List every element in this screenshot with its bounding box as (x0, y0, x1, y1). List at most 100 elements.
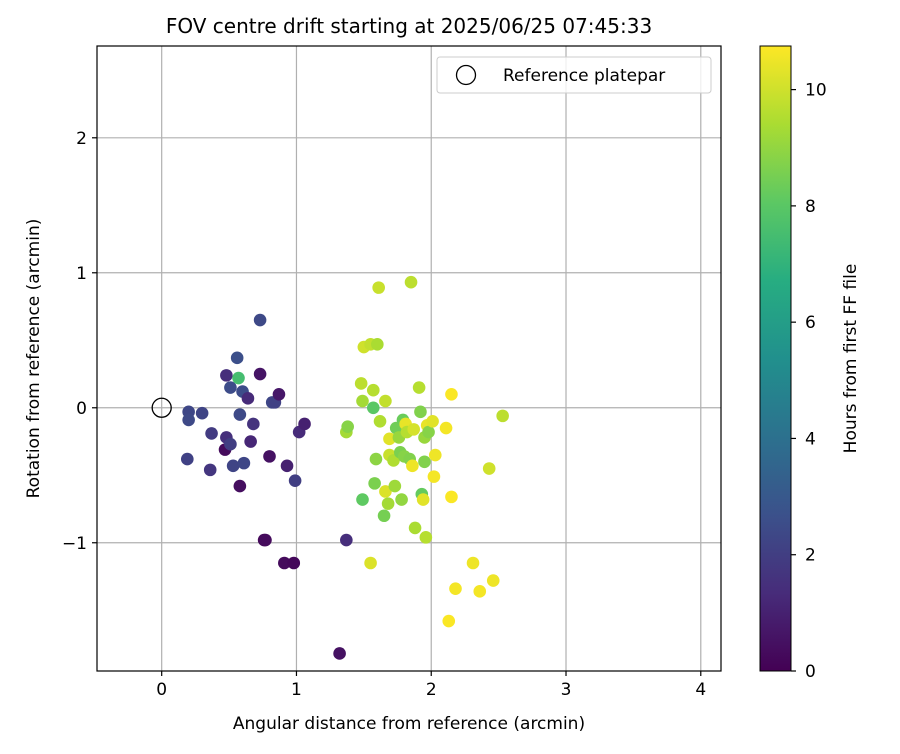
data-point (233, 408, 247, 421)
reference-marker-layer (151, 397, 172, 418)
data-point (473, 585, 487, 598)
data-point (377, 509, 391, 523)
data-point (371, 338, 384, 351)
colorbar-tick-label: 4 (805, 429, 816, 449)
data-point (422, 425, 435, 439)
data-point (368, 477, 381, 490)
data-point (383, 432, 396, 446)
x-tick-label: 0 (156, 680, 167, 700)
grid-lines (97, 46, 721, 671)
y-tick-label: 0 (76, 399, 87, 419)
colorbar-tick-label: 10 (805, 81, 827, 101)
data-point (244, 435, 257, 448)
colorbar-tick-label: 8 (805, 197, 816, 217)
data-point (298, 417, 311, 431)
data-point (354, 377, 368, 390)
data-point (195, 406, 209, 420)
data-point (226, 459, 240, 473)
x-tick-label: 1 (291, 680, 302, 700)
data-point (442, 614, 456, 628)
data-point (247, 417, 260, 431)
data-point (379, 485, 392, 498)
data-point (180, 452, 194, 466)
x-axis-title: Angular distance from reference (arcmin) (233, 714, 585, 734)
data-point (373, 414, 387, 428)
chart-title: FOV centre drift starting at 2025/06/25 … (166, 14, 652, 38)
data-point (278, 556, 291, 570)
data-point (388, 479, 402, 493)
data-point (224, 437, 237, 451)
y-axis-ticks: −1 0 1 2 (62, 129, 97, 554)
data-point (404, 275, 418, 289)
colorbar-tick-label: 6 (805, 313, 816, 333)
data-point (406, 459, 419, 473)
data-point (414, 405, 427, 419)
x-axis-ticks: 0 1 2 3 4 (156, 671, 706, 700)
colorbar-gradient (759, 45, 792, 672)
data-point (466, 556, 480, 570)
y-tick-label: 1 (76, 264, 87, 284)
x-tick-label: 4 (695, 680, 706, 700)
data-point (416, 493, 430, 506)
data-point (224, 381, 237, 394)
data-point (233, 479, 247, 493)
data-point (449, 582, 462, 595)
data-point (205, 427, 218, 440)
data-point (496, 409, 509, 423)
x-tick-label: 2 (426, 680, 437, 700)
legend-label-reference-platepar: Reference platepar (503, 66, 665, 86)
colorbar-ticks: 0 2 4 6 8 10 (791, 81, 827, 682)
data-point (439, 421, 453, 435)
data-point (408, 521, 422, 535)
data-point (486, 574, 500, 587)
data-point (445, 490, 458, 504)
data-point (333, 647, 346, 660)
data-point (427, 470, 441, 483)
data-point (356, 394, 369, 408)
data-point (263, 450, 276, 463)
data-point (366, 401, 380, 415)
data-point (253, 313, 267, 327)
reference-platepar-marker (151, 397, 172, 418)
legend: Reference platepar (436, 56, 712, 94)
data-point (366, 383, 380, 397)
legend-marker-open-circle (455, 64, 477, 86)
data-point (182, 413, 195, 427)
data-point (287, 556, 301, 570)
data-point (203, 463, 217, 477)
data-point (253, 367, 267, 381)
data-point (369, 452, 383, 466)
data-point (356, 493, 369, 506)
y-tick-label: 2 (76, 129, 87, 149)
data-point (237, 456, 251, 470)
data-point (340, 533, 353, 547)
data-point (220, 369, 233, 382)
data-point (381, 497, 395, 510)
colorbar-label: Hours from first FF file (841, 264, 861, 454)
data-point (364, 556, 377, 570)
data-point (230, 351, 244, 365)
data-point (259, 533, 272, 547)
data-point (341, 420, 354, 433)
colorbar-tick-label: 0 (805, 662, 816, 682)
data-point (407, 423, 421, 436)
y-tick-label: −1 (62, 534, 87, 554)
data-point (418, 455, 431, 469)
data-point (372, 281, 385, 294)
data-point (272, 387, 286, 401)
data-points (180, 275, 509, 660)
data-point (412, 381, 426, 394)
data-point (280, 459, 294, 473)
y-axis-title: Rotation from reference (arcmin) (24, 219, 44, 499)
data-point (288, 474, 302, 487)
data-point (419, 531, 433, 544)
data-point (232, 371, 245, 385)
colorbar-tick-label: 2 (805, 546, 816, 566)
data-point (482, 462, 496, 475)
legend-box (436, 56, 712, 94)
data-point (445, 387, 458, 401)
data-point (379, 394, 392, 408)
colorbar: 0 2 4 6 8 10 Hours from first FF file (759, 45, 861, 682)
